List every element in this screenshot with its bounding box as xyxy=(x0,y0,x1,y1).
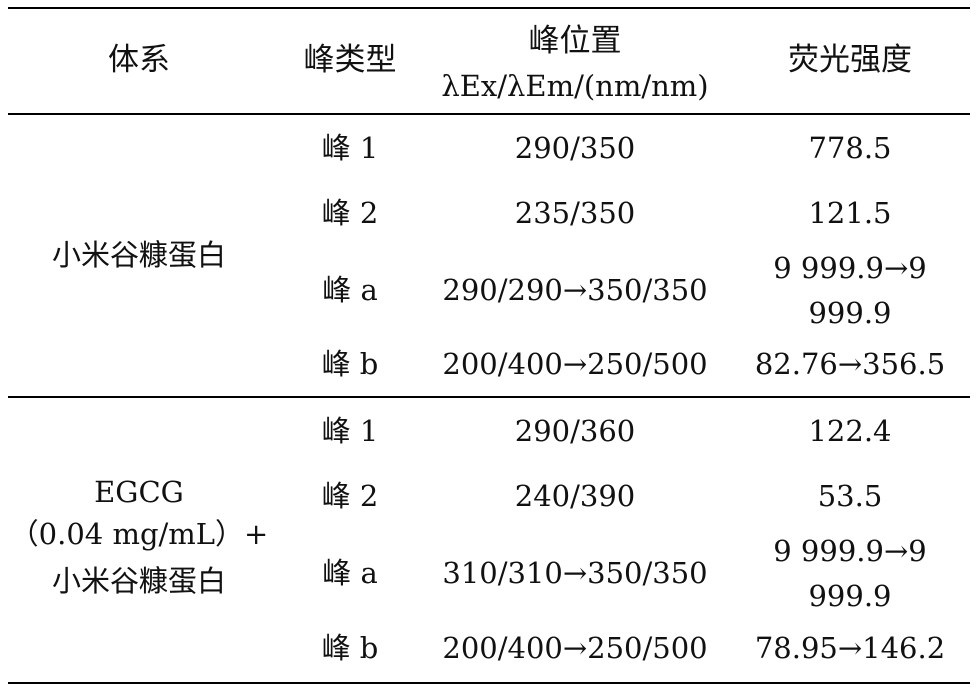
peak-label: 峰 2 xyxy=(321,196,379,230)
peak-label: 峰 2 xyxy=(321,479,379,513)
intensity-value-cont: 999.9 xyxy=(808,296,892,330)
top-rule xyxy=(8,7,970,9)
intensity-value: 53.5 xyxy=(817,479,883,513)
header-system: 体系 xyxy=(108,42,170,78)
header-rule xyxy=(8,113,970,115)
intensity-value: 778.5 xyxy=(808,131,892,165)
peak-position: 290/290→350/350 xyxy=(442,273,708,307)
peak-position: 240/390 xyxy=(514,479,636,513)
peak-label: 峰 1 xyxy=(321,414,379,448)
system-name-protein: 小米谷糠蛋白 xyxy=(51,564,226,598)
intensity-value-cont: 999.9 xyxy=(808,579,892,613)
peak-position: 310/310→350/350 xyxy=(442,556,708,590)
peak-position: 235/350 xyxy=(514,196,636,230)
header-peak-type: 峰类型 xyxy=(303,42,397,78)
group-separator-rule xyxy=(8,396,970,398)
intensity-value: 9 999.9→9 xyxy=(773,534,927,568)
intensity-value: 78.95→146.2 xyxy=(754,631,946,665)
system-name: EGCG xyxy=(94,475,184,509)
header-peak-position: 峰位置 xyxy=(528,23,622,59)
peak-position: 200/400→250/500 xyxy=(442,631,708,665)
peak-position: 200/400→250/500 xyxy=(442,347,708,381)
intensity-value: 82.76→356.5 xyxy=(754,347,946,381)
bottom-rule xyxy=(8,682,970,684)
peak-label: 峰 b xyxy=(321,631,379,665)
intensity-value: 9 999.9→9 xyxy=(773,251,927,285)
intensity-value: 121.5 xyxy=(808,196,892,230)
system-name-concentration: （0.04 mg/mL）+ xyxy=(9,517,269,551)
system-name: 小米谷糠蛋白 xyxy=(51,238,226,272)
intensity-value: 122.4 xyxy=(808,414,892,448)
header-intensity: 荧光强度 xyxy=(788,42,912,78)
peak-position: 290/360 xyxy=(514,414,636,448)
peak-label: 峰 b xyxy=(321,347,379,381)
peak-position: 290/350 xyxy=(514,131,636,165)
peak-label: 峰 1 xyxy=(321,131,379,165)
peak-label: 峰 a xyxy=(322,556,378,590)
header-peak-position-unit: λEx/λEm/(nm/nm) xyxy=(441,69,709,103)
peak-label: 峰 a xyxy=(322,273,378,307)
